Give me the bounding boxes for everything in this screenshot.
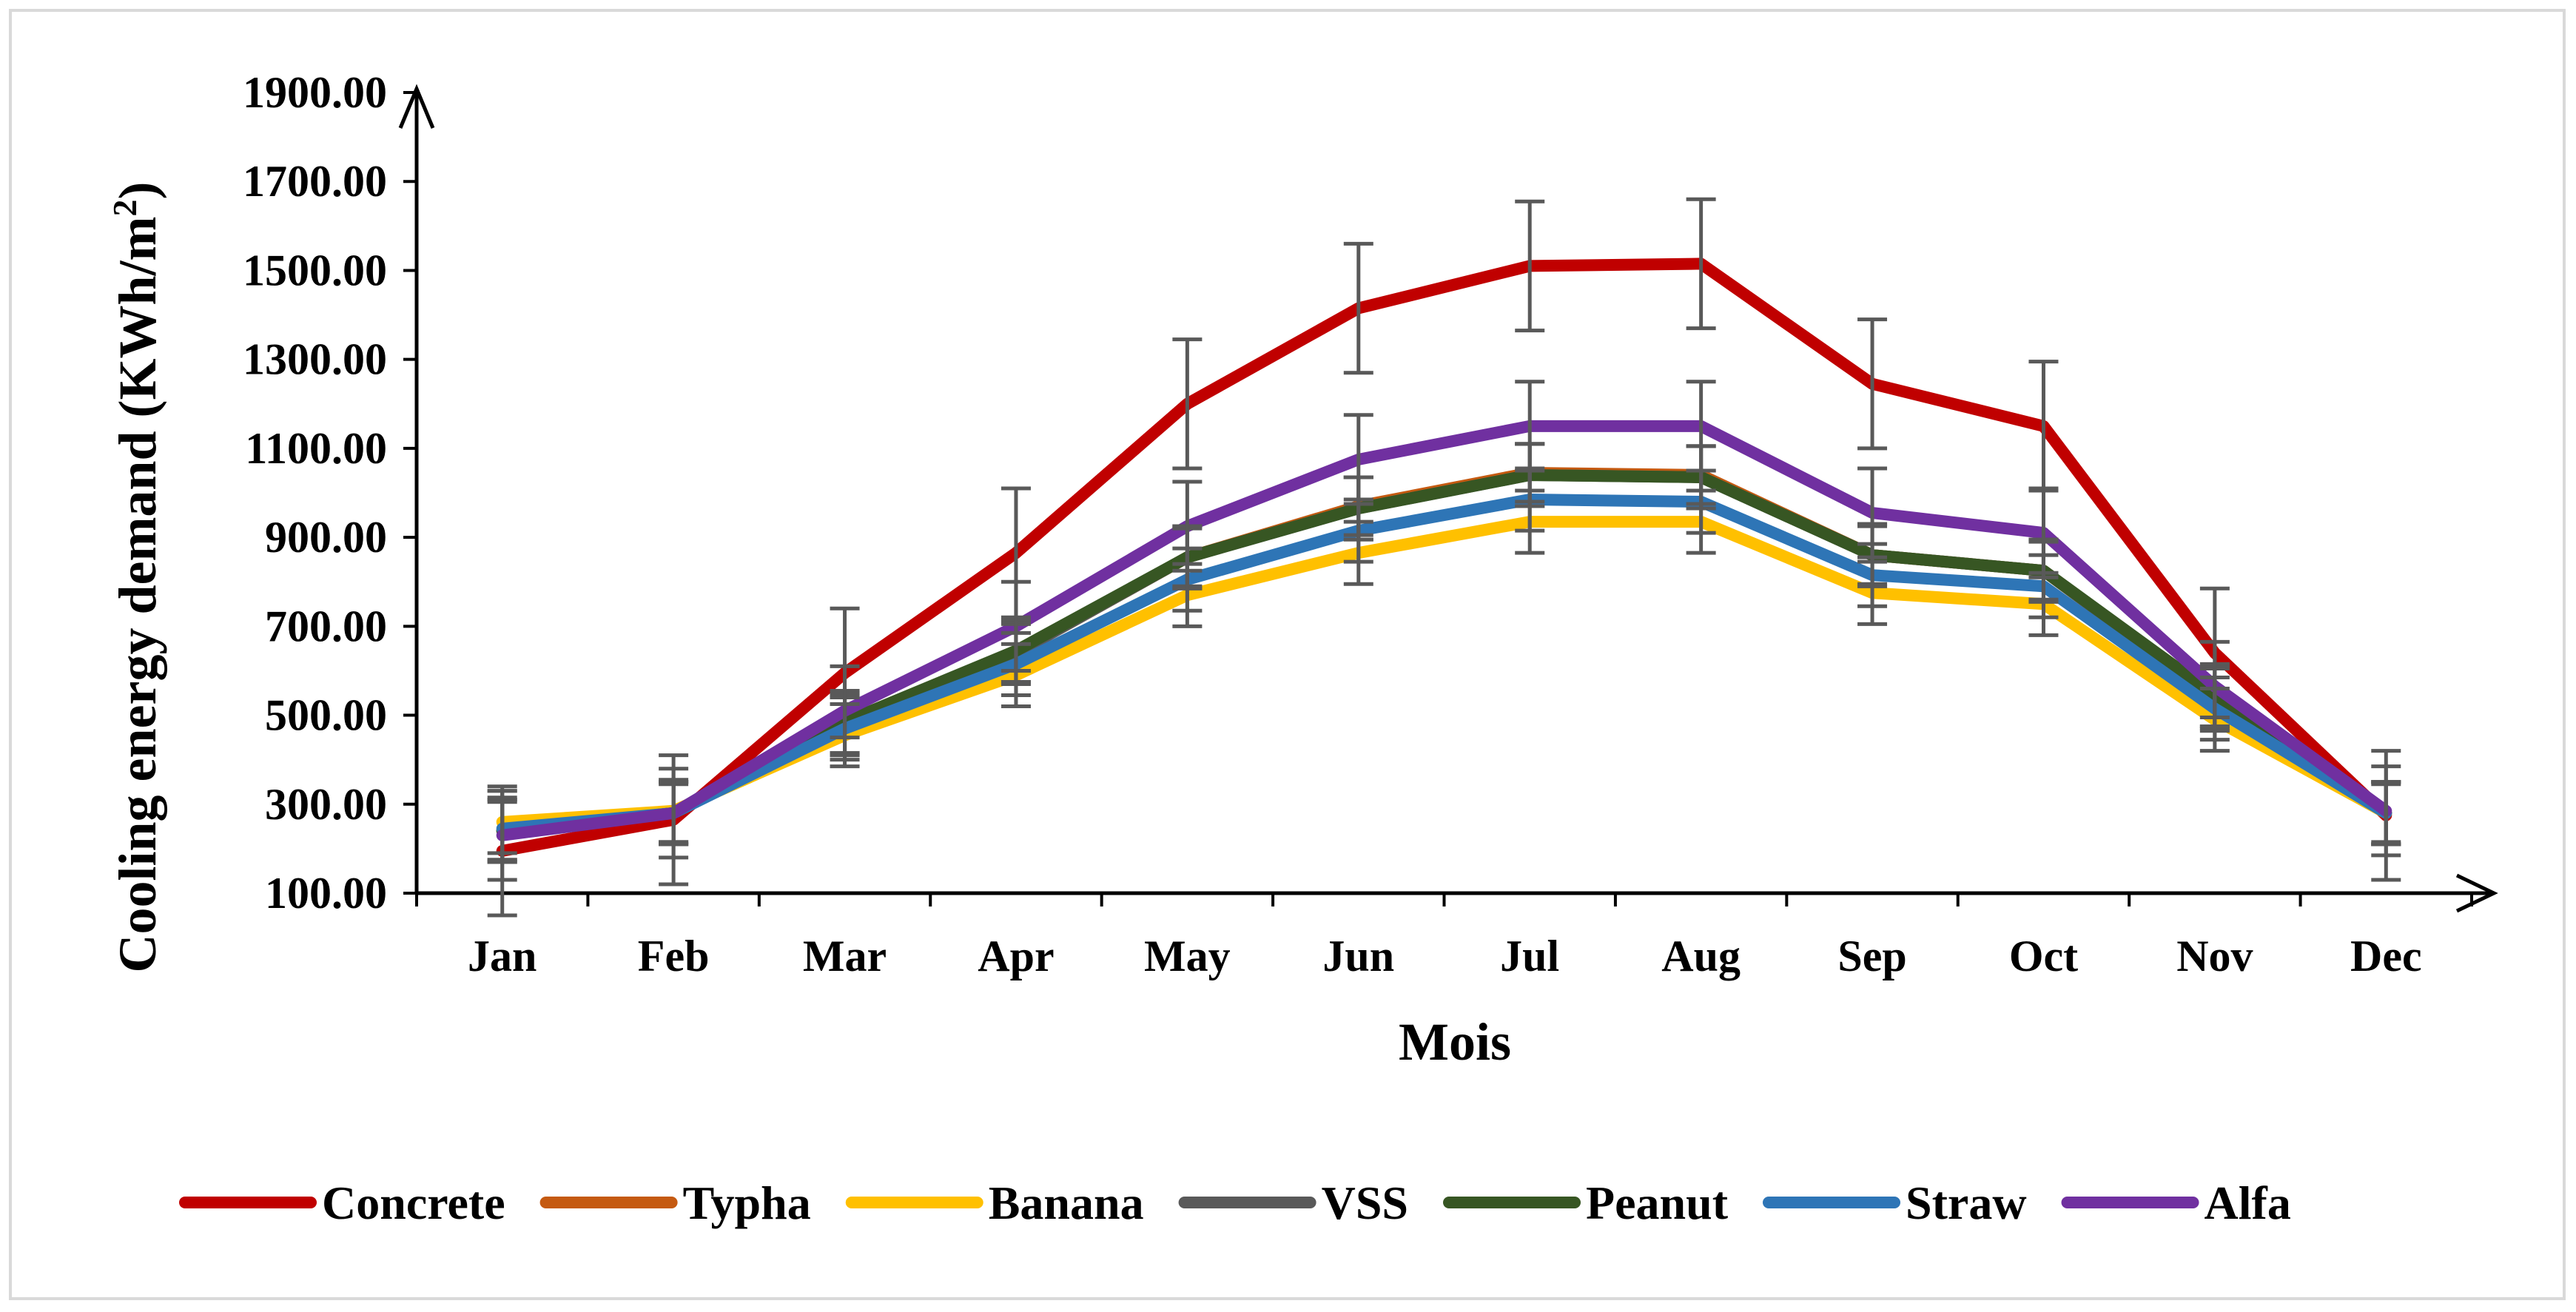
axes — [398, 84, 2498, 913]
x-tick-label: Oct — [2009, 932, 2078, 980]
y-tick-label: 1300.00 — [243, 335, 387, 384]
series-line-typha — [496, 466, 2392, 837]
error-bars — [487, 197, 2401, 918]
series-lines — [496, 258, 2392, 857]
series-line-peanut — [496, 468, 2392, 837]
series-line-banana — [496, 516, 2392, 828]
x-tick-label: Apr — [978, 932, 1054, 980]
x-tick-label: Aug — [1661, 932, 1741, 980]
y-tick-labels: 100.00 300.00 500.00 700.00 900.00 1100.00 130… — [243, 68, 387, 918]
y-axis-title-superscript: 2 — [106, 199, 144, 216]
y-tick-label: 900.00 — [265, 513, 387, 562]
x-tick-label: Dec — [2350, 932, 2422, 980]
series-line-straw — [496, 494, 2392, 835]
y-tick-label: 1900.00 — [243, 68, 387, 117]
y-tick-label: 700.00 — [265, 602, 387, 650]
x-tick-label: Jun — [1322, 932, 1394, 980]
x-tick-label: Nov — [2176, 932, 2253, 980]
legend-label-vss: VSS — [1322, 1177, 1408, 1229]
legend-label-peanut: Peanut — [1586, 1177, 1729, 1229]
x-tick-label: Mar — [803, 932, 887, 980]
legend: Concrete Typha Banana VSS Peanut Straw Alfa — [179, 1177, 2291, 1229]
y-tick-label: 100.00 — [265, 869, 387, 918]
series-line-alfa — [496, 420, 2392, 841]
y-tick-label: 1700.00 — [243, 157, 387, 206]
x-axis-title: Mois — [1399, 1012, 1511, 1072]
y-tick-label: 1500.00 — [243, 246, 387, 295]
y-axis-arrow — [398, 84, 435, 129]
y-tick-label: 300.00 — [265, 780, 387, 829]
legend-label-alfa: Alfa — [2205, 1177, 2291, 1229]
x-tick-labels: Jan Feb Mar Apr May Jun Jul Aug Sep Oct Nov Dec — [468, 932, 2422, 980]
legend-label-typha: Typha — [683, 1177, 811, 1229]
x-tick-label: Jan — [468, 932, 537, 980]
y-axis-title-suffix: ) — [108, 181, 167, 199]
x-axis-arrow — [2455, 873, 2498, 913]
y-tick-label: 1100.00 — [245, 424, 387, 473]
y-tick-label: 500.00 — [265, 691, 387, 740]
legend-label-banana: Banana — [989, 1177, 1144, 1229]
y-axis-title: Cooling energy demand (KWh/m2) — [106, 181, 167, 972]
series-line-vss — [496, 468, 2392, 837]
legend-label-straw: Straw — [1906, 1177, 2027, 1229]
y-axis-title-text: Cooling energy demand (KWh/m — [108, 216, 167, 972]
x-tick-label: May — [1144, 932, 1231, 980]
x-tick-label: Jul — [1500, 932, 1559, 980]
series-line-concrete — [496, 258, 2392, 857]
legend-label-concrete: Concrete — [322, 1177, 505, 1229]
x-tick-label: Sep — [1837, 932, 1906, 980]
x-tick-label: Feb — [638, 932, 710, 980]
